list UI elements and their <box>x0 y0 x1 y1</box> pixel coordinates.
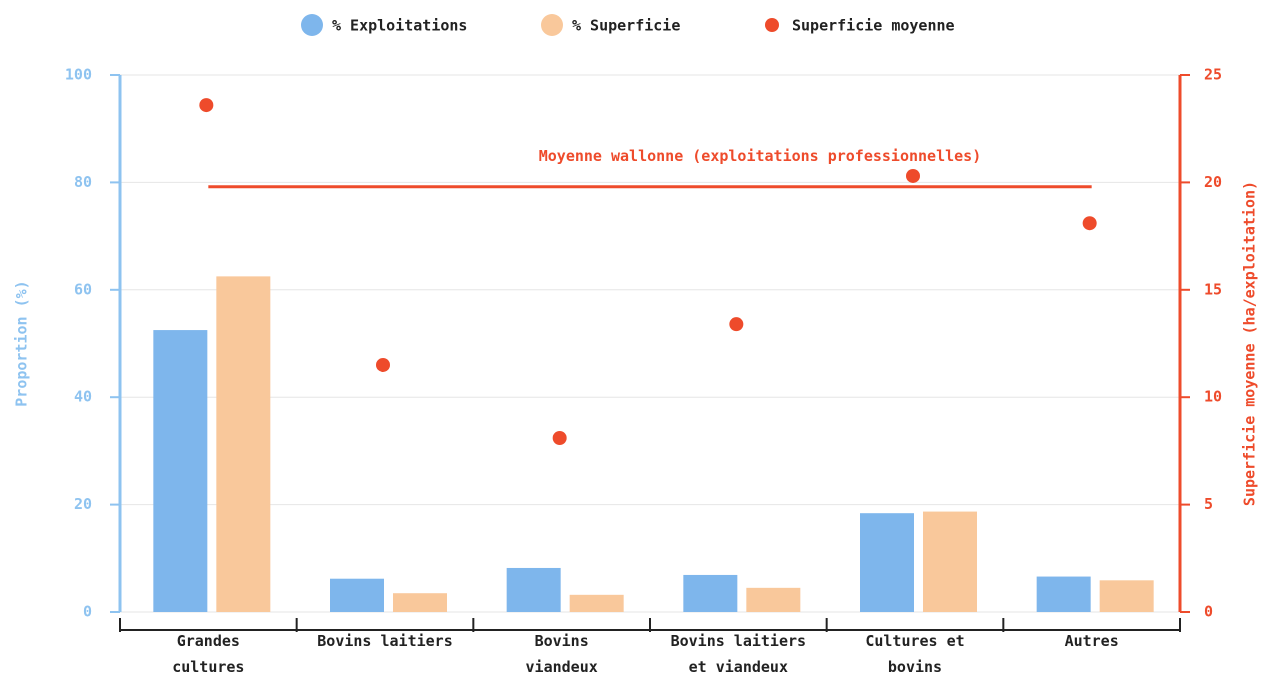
legend-swatch <box>765 18 779 32</box>
legend-label: % Exploitations <box>332 17 467 35</box>
x-tick-label: Grandes cultures <box>172 632 245 675</box>
bar <box>330 578 384 612</box>
dot <box>199 98 214 113</box>
dot <box>1082 216 1097 231</box>
y-tick-label: 60 <box>74 280 92 298</box>
y2-axis-title: Superficie moyenne (ha/exploitation) <box>1241 181 1259 506</box>
x-tick-label: Bovins viandeux <box>525 632 598 675</box>
y2-tick-label: 0 <box>1204 603 1213 621</box>
y-tick-label: 0 <box>83 603 92 621</box>
x-tick-label: Bovins laitiers et viandeux <box>670 632 807 675</box>
y2-tick-label: 10 <box>1204 388 1222 406</box>
y2-tick-label: 20 <box>1204 173 1222 191</box>
reference-label: Moyenne wallonne (exploitations professi… <box>539 147 982 165</box>
legend-swatch <box>301 14 323 36</box>
bar <box>683 574 738 612</box>
y-tick-label: 80 <box>74 173 92 191</box>
dot <box>906 168 920 183</box>
dot <box>376 357 390 372</box>
bar <box>860 513 914 612</box>
bar <box>1036 576 1091 612</box>
bar <box>923 511 977 612</box>
x-tick-label: Autres <box>1064 632 1119 650</box>
bar <box>506 567 561 612</box>
bar <box>746 587 801 612</box>
bar <box>393 593 447 612</box>
x-tick-label: Bovins laitiers <box>317 632 453 650</box>
bar <box>216 276 271 612</box>
bar <box>1099 580 1154 612</box>
legend-swatch <box>541 14 563 36</box>
bar <box>569 594 624 612</box>
bar <box>153 330 208 612</box>
y2-tick-label: 25 <box>1204 66 1222 84</box>
y-tick-label: 20 <box>74 495 92 513</box>
dot <box>552 431 567 446</box>
y-axis-title: Proportion (%) <box>13 280 31 406</box>
legend-label: % Superficie <box>572 17 680 35</box>
y-tick-label: 100 <box>65 66 92 84</box>
y2-tick-label: 15 <box>1204 280 1222 298</box>
x-tick-label: Cultures et bovins <box>865 632 965 675</box>
dot <box>729 317 744 332</box>
y-tick-label: 40 <box>74 388 92 406</box>
legend-label: Superficie moyenne <box>792 17 955 35</box>
y2-tick-label: 5 <box>1204 495 1213 513</box>
